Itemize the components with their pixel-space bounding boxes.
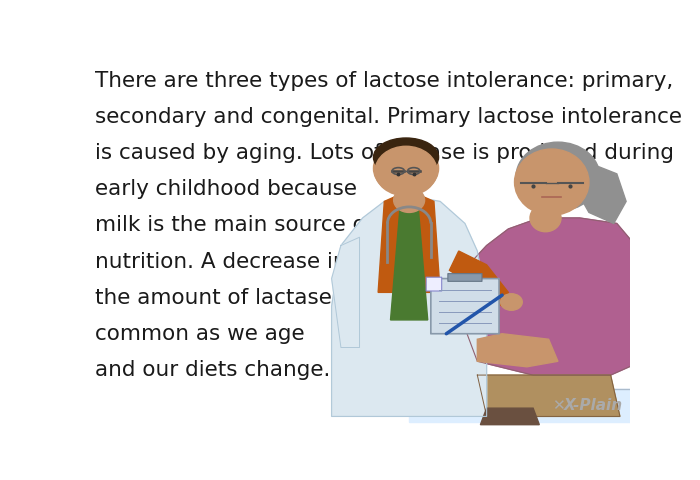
Ellipse shape xyxy=(514,149,589,215)
Text: There are three types of lactose intolerance: primary,: There are three types of lactose intoler… xyxy=(95,71,673,91)
Polygon shape xyxy=(332,196,486,417)
Text: ✕: ✕ xyxy=(552,398,566,413)
Text: the amount of lactase is: the amount of lactase is xyxy=(95,288,356,308)
Polygon shape xyxy=(391,210,428,320)
Polygon shape xyxy=(465,218,642,375)
Polygon shape xyxy=(577,163,626,224)
Ellipse shape xyxy=(375,146,437,196)
Text: secondary and congenital. Primary lactose intolerance: secondary and congenital. Primary lactos… xyxy=(95,107,682,127)
Polygon shape xyxy=(449,251,508,306)
Text: milk is the main source of: milk is the main source of xyxy=(95,216,374,235)
Ellipse shape xyxy=(374,142,439,194)
FancyBboxPatch shape xyxy=(426,277,442,291)
Text: and our diets change.: and our diets change. xyxy=(95,360,330,380)
FancyBboxPatch shape xyxy=(430,278,499,334)
FancyBboxPatch shape xyxy=(448,274,482,281)
Ellipse shape xyxy=(530,204,561,232)
Polygon shape xyxy=(409,389,642,422)
Polygon shape xyxy=(477,334,558,367)
Ellipse shape xyxy=(500,294,522,310)
Polygon shape xyxy=(480,408,539,425)
Text: early childhood because: early childhood because xyxy=(95,179,357,199)
Polygon shape xyxy=(477,375,620,417)
Polygon shape xyxy=(378,191,440,292)
Text: common as we age: common as we age xyxy=(95,324,304,344)
Text: X-Plain: X-Plain xyxy=(564,398,623,413)
Ellipse shape xyxy=(516,142,600,211)
Text: is caused by aging. Lots of lactase is produced during: is caused by aging. Lots of lactase is p… xyxy=(95,143,674,163)
Ellipse shape xyxy=(374,138,439,177)
Polygon shape xyxy=(332,237,360,348)
Ellipse shape xyxy=(517,150,586,214)
Text: nutrition. A decrease in: nutrition. A decrease in xyxy=(95,252,346,272)
Ellipse shape xyxy=(393,188,425,213)
